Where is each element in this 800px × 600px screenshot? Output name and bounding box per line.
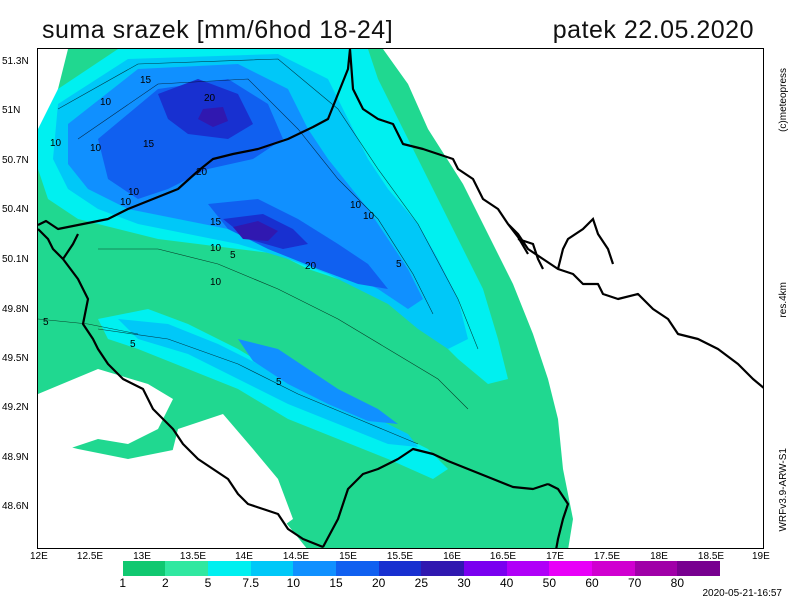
contour-label: 10: [90, 143, 102, 154]
legend-label: 80: [670, 576, 685, 590]
contour-label: 10: [120, 197, 132, 208]
legend-color-box: [677, 561, 721, 576]
contour-label: 10: [210, 277, 222, 288]
contour-label: 20: [204, 93, 216, 104]
legend-label: 70: [627, 576, 642, 590]
copyright-label: (c)meteopress: [778, 68, 789, 132]
precip-band-25mm-north: [198, 107, 228, 127]
legend-label: 2: [161, 576, 169, 590]
contour-labels: 15 20 10 10 10 15 20 10 10 15 10 5 10 20…: [43, 75, 402, 388]
y-tick-label: 48.9N: [2, 452, 29, 463]
color-legend: [80, 561, 721, 576]
legend-label: 60: [585, 576, 599, 590]
legend-color-box: [250, 561, 294, 576]
x-tick-label: 16.5E: [489, 551, 517, 562]
legend-label: 1: [119, 576, 126, 590]
y-tick-label: 49.5N: [2, 353, 29, 364]
x-tick-label: 17E: [546, 551, 564, 562]
map-title: suma srazek [mm/6hod 18-24]: [42, 16, 394, 44]
x-tick-label: 15E: [339, 551, 357, 562]
y-tick-label: 49.2N: [2, 402, 29, 413]
map-canvas: 15 20 10 10 10 15 20 10 10 15 10 5 10 20…: [38, 49, 763, 548]
x-tick-label: 13E: [133, 551, 151, 562]
country-border-inner: [517, 216, 615, 270]
x-tick-label: 15.5E: [386, 551, 414, 562]
x-tick-label: 19E: [752, 551, 770, 562]
contour-label: 5: [230, 250, 236, 261]
contour-label: 10: [100, 97, 112, 108]
legend-color-box: [464, 561, 507, 576]
x-tick-label: 18.5E: [697, 551, 725, 562]
y-tick-label: 48.6N: [2, 501, 29, 512]
model-label: WRFv3.9-ARW-S1: [778, 448, 789, 532]
contour-label: 5: [276, 377, 282, 388]
x-tick-label: 13.5E: [179, 551, 207, 562]
x-tick-label: 18E: [650, 551, 668, 562]
x-tick-label: 16E: [443, 551, 461, 562]
y-tick-label: 51.3N: [2, 56, 29, 67]
timestamp: 2020-05-21-16:57: [702, 588, 782, 599]
contour-label: 5: [130, 339, 136, 350]
precip-band-7mm-south: [118, 319, 418, 447]
country-border: [38, 49, 763, 548]
contour-label: 10: [210, 243, 222, 254]
y-tick-label: 50.7N: [2, 155, 29, 166]
legend-color-box: [592, 561, 635, 576]
no-precip-area-south: [38, 369, 173, 454]
legend-label: 10: [286, 576, 301, 590]
y-tick-label: 49.8N: [2, 304, 29, 315]
x-tick-label: 12E: [30, 551, 48, 562]
legend-color-box: [634, 561, 678, 576]
contour-label: 10: [50, 138, 62, 149]
legend-color-box: [506, 561, 550, 576]
precipitation-map: 15 20 10 10 10 15 20 10 10 15 10 5 10 20…: [37, 48, 764, 549]
contour-label: 10: [363, 211, 375, 222]
legend-color-box: [165, 561, 209, 576]
legend-color-box: [549, 561, 593, 576]
legend-color-box: [80, 561, 123, 576]
y-tick-label: 50.4N: [2, 204, 29, 215]
legend-color-box: [378, 561, 422, 576]
contour-label: 10: [350, 200, 362, 211]
x-tick-label: 14E: [235, 551, 253, 562]
contour-label: 15: [210, 217, 222, 228]
x-tick-label: 14.5E: [282, 551, 310, 562]
x-tick-label: 17.5E: [593, 551, 621, 562]
contour-lines: [38, 58, 479, 445]
y-tick-label: 50.1N: [2, 254, 29, 265]
legend-label: 7.5: [242, 576, 259, 590]
x-tick-label: 12.5E: [76, 551, 104, 562]
legend-label: 5: [204, 576, 212, 590]
contour-label: 20: [196, 167, 208, 178]
contour-label: 10: [128, 187, 140, 198]
resolution-label: res.4km: [778, 282, 789, 318]
legend-color-box: [208, 561, 251, 576]
contour-label: 5: [43, 317, 49, 328]
legend-label: 40: [499, 576, 514, 590]
legend-label: 20: [371, 576, 386, 590]
legend-label: 15: [329, 576, 343, 590]
legend-color-box: [293, 561, 337, 576]
legend-label: 25: [414, 576, 429, 590]
map-date: patek 22.05.2020: [552, 16, 754, 44]
contour-label: 15: [140, 75, 152, 86]
legend-color-box: [122, 561, 166, 576]
precip-band-25mm-core: [233, 221, 278, 241]
precip-band-10mm-south: [238, 339, 398, 424]
legend-label: 30: [457, 576, 471, 590]
y-tick-label: 51N: [2, 105, 21, 116]
legend-color-box: [336, 561, 379, 576]
no-precip-area-sw: [168, 414, 293, 544]
contour-label: 20: [305, 261, 317, 272]
legend-color-box: [421, 561, 465, 576]
legend-label: 50: [542, 576, 557, 590]
contour-label: 5: [396, 259, 402, 270]
contour-label: 15: [143, 139, 155, 150]
